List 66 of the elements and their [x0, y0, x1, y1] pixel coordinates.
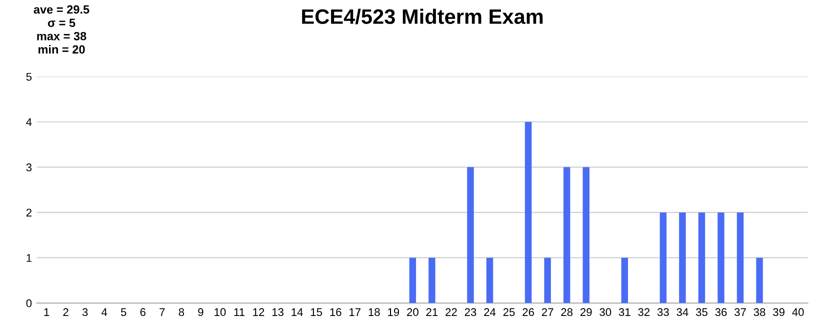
x-tick-label: 6: [140, 308, 146, 316]
bar: [544, 258, 551, 304]
x-tick-label: 13: [272, 308, 284, 316]
x-tick-label: 38: [754, 308, 766, 316]
x-tick-label: 27: [542, 308, 554, 316]
x-tick-label: 12: [253, 308, 264, 316]
x-tick-label: 18: [368, 308, 380, 316]
y-tick-label: 1: [26, 254, 32, 262]
x-tick-label: 26: [522, 308, 534, 316]
text: max = 38: [37, 32, 86, 40]
bar: [679, 212, 686, 304]
x-tick-label: 34: [676, 308, 688, 316]
x-tick-label: 2: [63, 308, 68, 316]
x-tick-label: 30: [600, 308, 612, 316]
x-tick-label: 22: [446, 308, 457, 316]
x-tick-label: 37: [734, 308, 746, 316]
x-tick-label: 16: [330, 308, 342, 316]
y-tick-label: 3: [26, 163, 32, 172]
x-tick-label: 23: [464, 308, 476, 316]
bar: [621, 258, 628, 304]
bar: [756, 258, 763, 304]
x-tick-label: 14: [292, 308, 303, 316]
x-tick-label: 9: [198, 308, 204, 316]
bar: [698, 212, 706, 304]
y-tick-label: 5: [26, 72, 32, 81]
x-tick-label: 3: [82, 308, 88, 316]
x-tick-label: 15: [310, 308, 322, 316]
y-tick-label: 0: [26, 299, 32, 308]
bar: [524, 122, 532, 304]
bar: [409, 258, 416, 304]
bar: [718, 212, 724, 304]
x-tick-label: 8: [178, 308, 184, 316]
text: min = 20: [38, 44, 85, 54]
x-tick-label: 19: [388, 308, 400, 316]
y-tick-label: 4: [26, 118, 32, 126]
y-tick-label: 2: [26, 208, 32, 216]
x-tick-label: 24: [484, 308, 496, 316]
x-tick-label: 40: [792, 308, 804, 316]
bar: [582, 167, 590, 304]
x-tick-label: 36: [715, 308, 727, 316]
chart-title: ECE4/523 Midterm Exam: [302, 8, 543, 24]
bar: [467, 167, 474, 304]
x-tick-label: 32: [638, 308, 650, 316]
x-tick-label: 11: [234, 308, 244, 316]
x-tick-label: 28: [561, 308, 573, 316]
bar: [736, 212, 744, 304]
text: ave = 29.5: [34, 5, 90, 14]
x-tick-label: 33: [657, 308, 669, 316]
x-tick-label: 4: [102, 308, 108, 316]
x-tick-label: 10: [214, 308, 226, 316]
x-tick-label: 20: [407, 308, 418, 316]
x-tick-label: 29: [580, 308, 592, 316]
bar: [563, 167, 570, 304]
x-tick-label: 17: [350, 308, 360, 316]
bar: [428, 258, 436, 304]
x-tick-label: 35: [696, 308, 708, 316]
x-tick-label: 1: [44, 308, 50, 316]
x-tick-label: 7: [160, 308, 165, 316]
x-tick-label: 21: [426, 308, 438, 316]
text: σ = 5: [48, 18, 76, 27]
bar: [486, 258, 494, 304]
x-tick-label: 5: [120, 308, 126, 316]
x-tick-label: 39: [773, 308, 784, 316]
x-tick-label: 31: [618, 308, 630, 316]
x-tick-label: 25: [503, 308, 515, 316]
bar: [660, 212, 667, 304]
